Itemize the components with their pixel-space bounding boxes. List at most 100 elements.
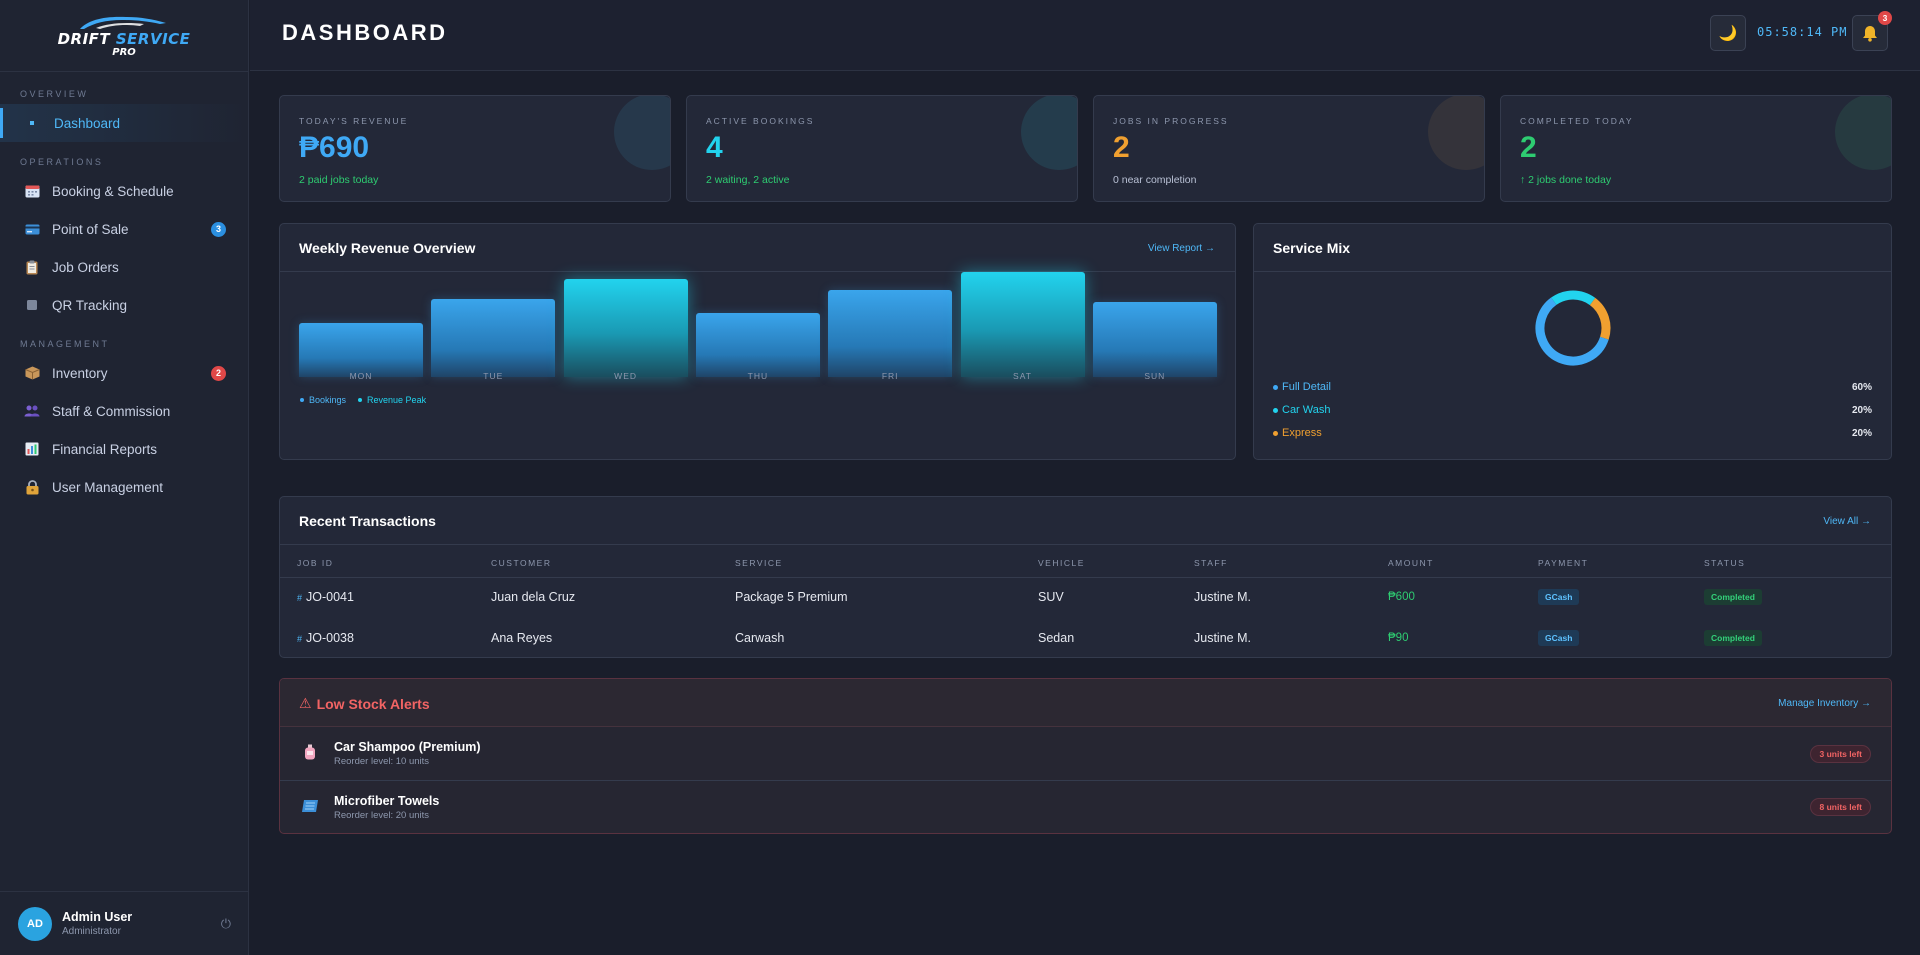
theme-toggle-button[interactable]: 🌙 bbox=[1710, 15, 1746, 51]
table-cell-customer: Juan dela Cruz bbox=[491, 590, 576, 604]
power-icon[interactable]: ⏻ bbox=[220, 915, 231, 931]
sidebar-item-qr-tracking[interactable]: QR Tracking bbox=[0, 286, 248, 324]
sidebar: DRIFT SERVICE PRO OVERVIEW Dashboard OPE… bbox=[0, 0, 249, 955]
brand-sub: PRO bbox=[112, 46, 136, 58]
table-cell-staff: Justine M. bbox=[1194, 590, 1251, 604]
table-cell-customer: Ana Reyes bbox=[491, 631, 553, 645]
stat-card-in-progress[interactable]: JOBS IN PROGRESS 2 0 near completion bbox=[1093, 95, 1485, 202]
legend-item-bookings: Bookings bbox=[300, 395, 346, 405]
mix-pct: 20% bbox=[1851, 427, 1872, 439]
bar-thu[interactable] bbox=[695, 313, 820, 377]
list-item[interactable]: Microfiber Towels Reorder level: 20 unit… bbox=[280, 780, 1891, 833]
stat-label: ACTIVE BOOKINGS bbox=[706, 116, 815, 126]
column-header-staff[interactable]: STAFF bbox=[1194, 558, 1228, 568]
stat-sub: ↑ 2 jobs done today bbox=[1520, 174, 1612, 186]
decor-circle bbox=[614, 96, 670, 170]
moon-icon: 🌙 bbox=[1718, 25, 1738, 42]
clock-display: 05:58:14 PM bbox=[1757, 25, 1848, 39]
panel-title: Service Mix bbox=[1273, 240, 1351, 256]
stat-card-revenue[interactable]: TODAY'S REVENUE ₱690 2 paid jobs today bbox=[279, 95, 671, 202]
bar-mon[interactable] bbox=[299, 323, 423, 377]
sidebar-item-user-management[interactable]: User Management bbox=[0, 468, 248, 506]
stat-sub: 2 waiting, 2 active bbox=[706, 174, 790, 186]
table-cell-service: Package 5 Premium bbox=[735, 590, 848, 604]
bar-label-sun: SUN bbox=[1144, 371, 1166, 381]
stock-name: Car Shampoo (Premium) bbox=[334, 740, 481, 754]
view-report-link[interactable]: View Report → bbox=[1147, 243, 1215, 254]
panel-title: Weekly Revenue Overview bbox=[299, 240, 476, 256]
divider bbox=[280, 544, 1891, 545]
stat-card-bookings[interactable]: ACTIVE BOOKINGS 4 2 waiting, 2 active bbox=[686, 95, 1078, 202]
bar-label-thu: THU bbox=[747, 371, 769, 381]
divider bbox=[1254, 271, 1891, 272]
brand-name: DRIFT SERVICE bbox=[57, 29, 191, 48]
column-header-service[interactable]: SERVICE bbox=[735, 558, 783, 568]
mix-row-full-detail: Full Detail 60% bbox=[1273, 381, 1872, 393]
sidebar-item-dashboard[interactable]: Dashboard bbox=[0, 104, 248, 142]
donut-slice-car-wash[interactable] bbox=[1533, 288, 1613, 368]
user-profile[interactable]: AD Admin User Administrator ⏻ bbox=[0, 891, 249, 955]
sidebar-item-staff[interactable]: Staff & Commission bbox=[0, 392, 248, 430]
payment-badge: GCash bbox=[1538, 589, 1580, 605]
sidebar-item-job-orders[interactable]: Job Orders bbox=[0, 248, 248, 286]
column-header-payment[interactable]: PAYMENT bbox=[1538, 558, 1589, 568]
bar-sat[interactable] bbox=[960, 272, 1085, 377]
donut-slice-express[interactable] bbox=[1533, 288, 1613, 368]
table-cell-job-id[interactable]: # JO-0041 bbox=[297, 590, 354, 604]
stat-value: 2 bbox=[1520, 131, 1537, 164]
low-stock-panel: ⚠ Low Stock Alerts Manage Inventory → Ca… bbox=[279, 678, 1892, 834]
panel-title: ⚠ Low Stock Alerts bbox=[299, 695, 430, 712]
bar-label-fri: FRI bbox=[881, 371, 899, 381]
column-header-amount[interactable]: AMOUNT bbox=[1388, 558, 1434, 568]
stat-value: 4 bbox=[706, 131, 723, 164]
list-item[interactable]: Car Shampoo (Premium) Reorder level: 10 … bbox=[280, 727, 1891, 780]
user-name: Admin User bbox=[62, 910, 133, 924]
column-header-customer[interactable]: CUSTOMER bbox=[491, 558, 552, 568]
table-cell-job-id[interactable]: # JO-0038 bbox=[297, 631, 354, 645]
car-logo-icon bbox=[80, 16, 166, 29]
user-role: Administrator bbox=[62, 926, 121, 937]
sidebar-item-booking[interactable]: Booking & Schedule bbox=[0, 172, 248, 210]
table-cell-service: Carwash bbox=[735, 631, 785, 645]
bar-tue[interactable] bbox=[431, 299, 556, 377]
recent-transactions-panel: Recent Transactions View All → JOB ID CU… bbox=[279, 496, 1892, 658]
decor-circle bbox=[1021, 96, 1077, 170]
brand-logo[interactable]: DRIFT SERVICE PRO bbox=[0, 0, 248, 72]
stock-left-badge: 3 units left bbox=[1810, 744, 1871, 763]
bar-fri[interactable] bbox=[828, 290, 953, 377]
credit-card-icon bbox=[24, 221, 40, 237]
bell-icon bbox=[1863, 25, 1877, 42]
sidebar-item-inventory[interactable]: Inventory 2 bbox=[0, 354, 248, 392]
notifications-button[interactable]: 3 bbox=[1852, 11, 1892, 51]
sidebar-item-label: Job Orders bbox=[52, 259, 119, 275]
mix-name: Car Wash bbox=[1273, 404, 1331, 416]
column-header-vehicle[interactable]: VEHICLE bbox=[1038, 558, 1085, 568]
divider bbox=[280, 577, 1891, 578]
service-mix-panel: Service Mix Full Detail 60% Car Wash 20%… bbox=[1253, 223, 1892, 460]
stat-label: JOBS IN PROGRESS bbox=[1113, 116, 1229, 126]
view-all-link[interactable]: View All → bbox=[1823, 516, 1871, 527]
table-cell-vehicle: Sedan bbox=[1038, 631, 1075, 645]
mix-pct: 60% bbox=[1851, 381, 1872, 393]
table-cell-vehicle: SUV bbox=[1038, 590, 1064, 604]
stat-card-completed[interactable]: COMPLETED TODAY 2 ↑ 2 jobs done today bbox=[1500, 95, 1892, 202]
warning-icon: ⚠ bbox=[299, 695, 312, 711]
donut-slice-full-detail[interactable] bbox=[1533, 288, 1613, 368]
sidebar-item-label: Staff & Commission bbox=[52, 403, 171, 419]
weekly-revenue-panel: Weekly Revenue Overview View Report → MO… bbox=[279, 223, 1236, 460]
payment-badge: GCash bbox=[1538, 630, 1580, 646]
sidebar-item-label: Financial Reports bbox=[52, 441, 158, 457]
divider bbox=[280, 271, 1235, 272]
column-header-job-id[interactable]: JOB ID bbox=[297, 558, 334, 568]
column-header-status[interactable]: STATUS bbox=[1704, 558, 1746, 568]
sidebar-item-pos[interactable]: Point of Sale 3 bbox=[0, 210, 248, 248]
table-cell-staff: Justine M. bbox=[1194, 631, 1251, 645]
decor-circle bbox=[1835, 96, 1891, 170]
bar-sun[interactable] bbox=[1092, 302, 1217, 377]
stock-reorder: Reorder level: 20 units bbox=[334, 809, 430, 821]
dot-icon bbox=[30, 121, 34, 125]
table-cell-amount: ₱600 bbox=[1388, 591, 1415, 603]
sidebar-item-financial[interactable]: Financial Reports bbox=[0, 430, 248, 468]
manage-inventory-link[interactable]: Manage Inventory → bbox=[1778, 698, 1871, 709]
bar-wed[interactable] bbox=[563, 279, 688, 377]
